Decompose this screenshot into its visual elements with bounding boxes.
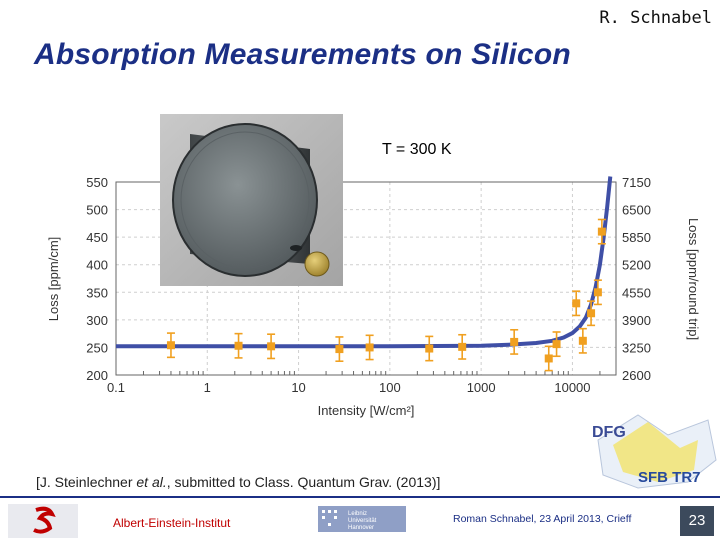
y-tick-label: 300 <box>86 313 108 328</box>
aei-logo-icon <box>8 504 78 538</box>
data-point <box>572 299 581 308</box>
x-tick-label: 1000 <box>467 380 496 395</box>
plot-frame <box>115 181 617 376</box>
page-number: 23 <box>680 506 714 536</box>
presentation-credit: Roman Schnabel, 23 April 2013, Crieff <box>453 513 632 525</box>
citation: [J. Steinlechner et al., submitted to Cl… <box>36 474 440 490</box>
data-point <box>510 337 519 346</box>
data-point <box>544 354 553 363</box>
x-axis-label: Intensity [W/cm²] <box>318 403 415 418</box>
sfb-burst-yellow <box>613 422 698 482</box>
data-point <box>552 340 561 349</box>
footer-bar: Albert-Einstein-Institut Leibniz Univers… <box>0 496 720 542</box>
y-axis-left: 200 250 300 350 400 450 500 550 <box>86 175 108 383</box>
silicon-sample-photo <box>160 114 343 286</box>
data-point <box>365 343 374 352</box>
y-right-tick-label: 2600 <box>622 368 651 383</box>
y-tick-label: 200 <box>86 368 108 383</box>
y-tick-label: 450 <box>86 230 108 245</box>
y-axis-right: 2600 3250 3900 4550 5200 5850 6500 7150 <box>622 175 651 383</box>
data-point <box>578 336 587 345</box>
y-right-tick-label: 5200 <box>622 258 651 273</box>
x-axis: 0.1 1 10 100 1000 10000 <box>107 371 617 395</box>
citation-etal: et al. <box>136 474 167 490</box>
x-tick-label: 10000 <box>554 380 590 395</box>
x-tick-label: 1 <box>204 380 211 395</box>
data-point <box>593 288 602 297</box>
data-point <box>597 227 606 236</box>
author-name: R. Schnabel <box>599 8 712 28</box>
citation-prefix: [J. Steinlechner <box>36 474 137 490</box>
luh-logo-icon: Leibniz Universität Hannover <box>318 506 406 532</box>
data-point <box>166 341 175 350</box>
y-axis-label-left: Loss [ppm/cm] <box>46 237 61 322</box>
y-right-tick-label: 5850 <box>622 230 651 245</box>
luh-line-3: Hannover <box>348 525 374 531</box>
institute-name: Albert-Einstein-Institut <box>113 516 231 530</box>
x-tick-label: 0.1 <box>107 380 125 395</box>
data-point <box>458 342 467 351</box>
y-tick-label: 400 <box>86 258 108 273</box>
x-tick-label: 100 <box>379 380 401 395</box>
y-tick-label: 500 <box>86 203 108 218</box>
y-right-tick-label: 3900 <box>622 313 651 328</box>
sfb-text: SFB TR7 <box>638 469 701 486</box>
measurement-points <box>166 218 606 372</box>
y-tick-label: 550 <box>86 175 108 190</box>
luh-line-1: Leibniz <box>348 511 367 517</box>
slide-title: Absorption Measurements on Silicon <box>34 38 571 71</box>
y-axis-label-right: Loss [ppm/round trip] <box>686 218 701 340</box>
dfg-sfb-logo: DFG SFB TR7 <box>592 414 717 489</box>
y-tick-label: 250 <box>86 340 108 355</box>
temperature-label: T = 300 K <box>382 141 452 158</box>
y-right-tick-label: 3250 <box>622 340 651 355</box>
data-point <box>267 342 276 351</box>
data-point <box>234 341 243 350</box>
y-right-tick-label: 6500 <box>622 203 651 218</box>
model-curve <box>116 176 613 349</box>
data-point <box>587 309 596 318</box>
x-tick-label: 10 <box>291 380 305 395</box>
data-point <box>425 344 434 353</box>
y-right-tick-label: 4550 <box>622 285 651 300</box>
y-tick-label: 350 <box>86 285 108 300</box>
data-point <box>335 345 344 354</box>
dfg-text: DFG <box>592 424 626 441</box>
absorption-chart: 200 250 300 350 400 450 500 550 2600 3250 3900 455… <box>46 175 701 418</box>
citation-suffix: , submitted to Class. Quantum Grav. (201… <box>166 474 441 490</box>
y-right-tick-label: 7150 <box>622 175 651 190</box>
luh-line-2: Universität <box>348 518 377 524</box>
